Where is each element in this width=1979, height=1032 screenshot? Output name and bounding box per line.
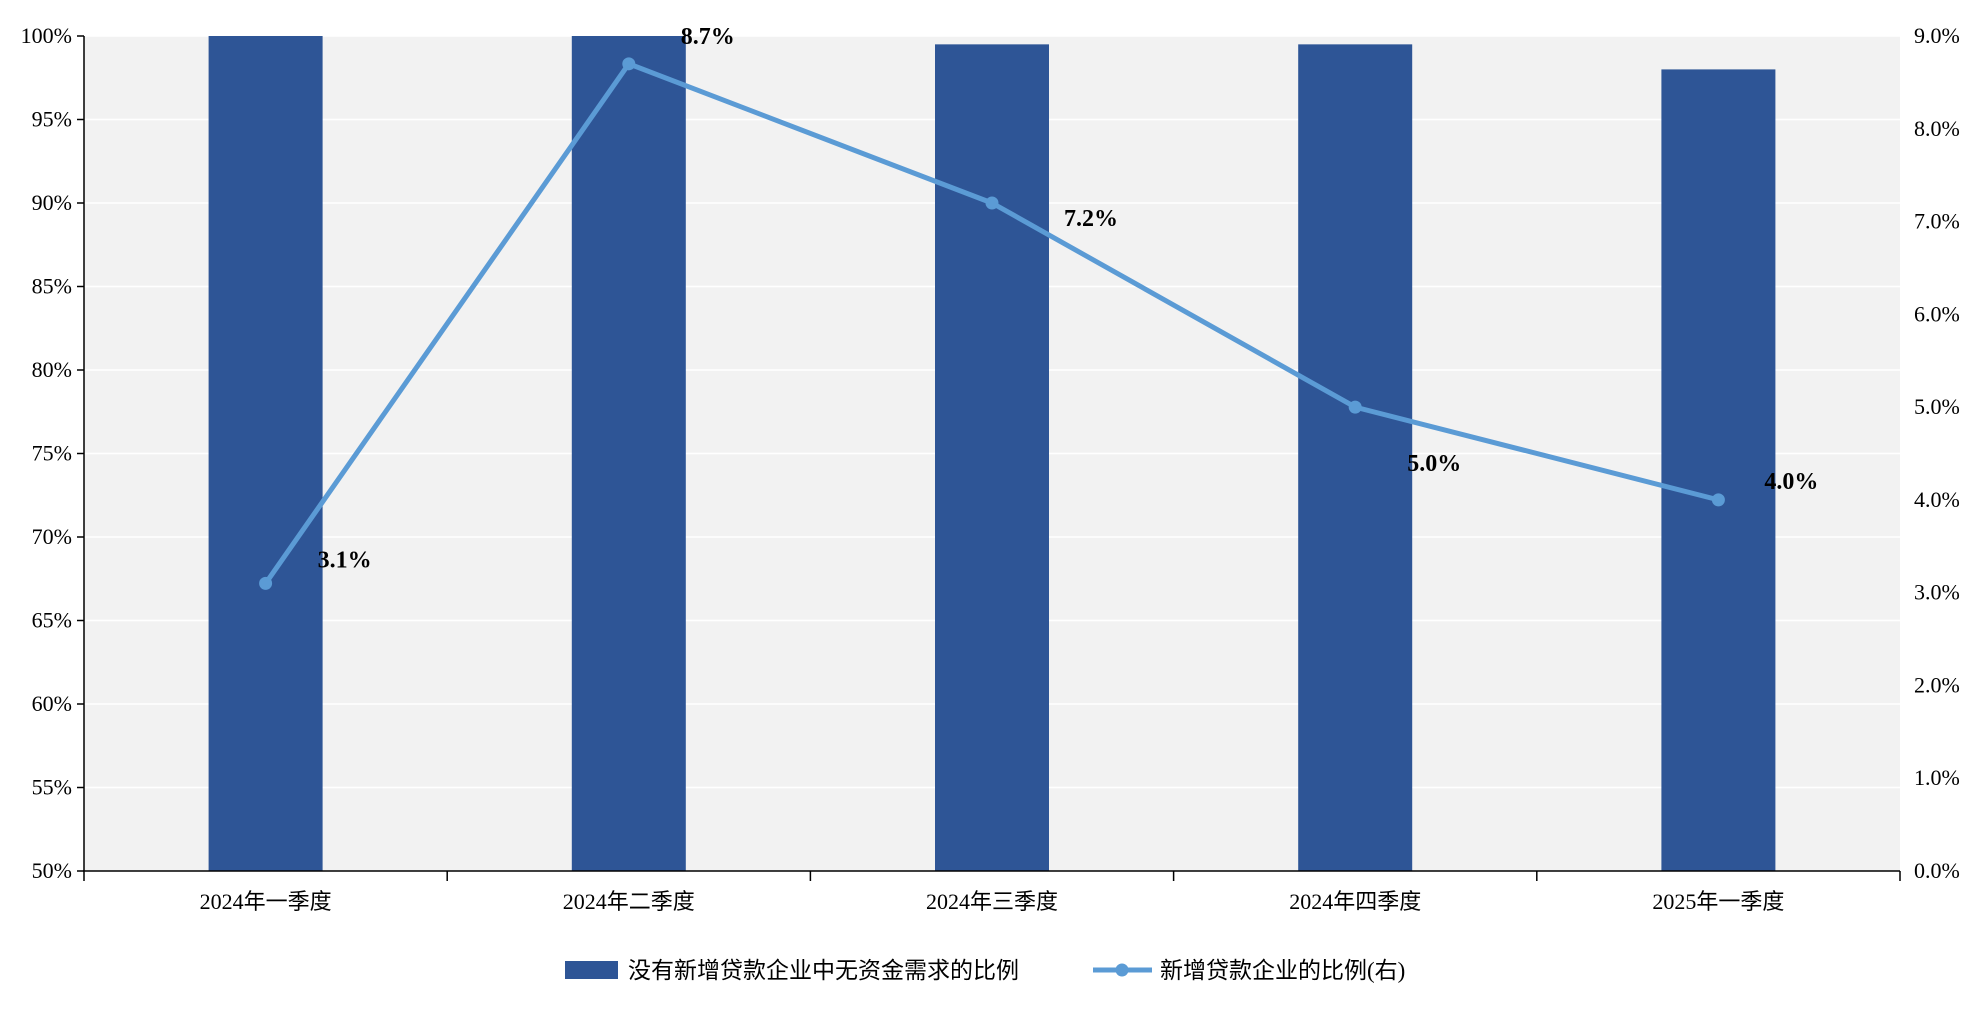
y-left-tick-label: 75% bbox=[32, 441, 72, 466]
line-data-label: 7.2% bbox=[1064, 206, 1118, 232]
x-tick-label: 2025年一季度 bbox=[1652, 889, 1784, 914]
y-right-tick-label: 9.0% bbox=[1914, 23, 1960, 48]
bar-series bbox=[208, 36, 1776, 872]
y-right-tick-label: 1.0% bbox=[1914, 765, 1960, 790]
y-right-tick-label: 3.0% bbox=[1914, 580, 1960, 605]
data-labels: 3.1% 8.7% 7.2% 5.0% 4.0% bbox=[318, 24, 1819, 574]
line-point bbox=[1711, 493, 1725, 507]
line-point bbox=[622, 57, 636, 71]
line-point bbox=[985, 196, 999, 210]
legend-line-label: 新增贷款企业的比例(右) bbox=[1160, 958, 1405, 983]
bar bbox=[208, 36, 323, 871]
line-data-label: 5.0% bbox=[1407, 451, 1461, 477]
y-right-tick-label: 6.0% bbox=[1914, 301, 1960, 326]
y-right-tick-label: 7.0% bbox=[1914, 209, 1960, 234]
y-left-tick-label: 80% bbox=[32, 357, 72, 382]
y-left-tick-label: 90% bbox=[32, 190, 72, 215]
x-tick-label: 2024年二季度 bbox=[563, 889, 695, 914]
y-right-tick-label: 0.0% bbox=[1914, 858, 1960, 883]
line-series bbox=[259, 57, 1725, 590]
bar bbox=[935, 44, 1049, 872]
y-left-tick-label: 60% bbox=[32, 691, 72, 716]
y-left-tick-label: 95% bbox=[32, 107, 72, 132]
line-point bbox=[259, 576, 273, 590]
bar bbox=[1298, 44, 1413, 872]
line-data-label: 4.0% bbox=[1764, 469, 1818, 495]
x-tick-label: 2024年一季度 bbox=[200, 889, 332, 914]
y-left-tick-label: 85% bbox=[32, 274, 72, 299]
y-left-tick-label: 70% bbox=[32, 524, 72, 549]
y-right-tick-label: 8.0% bbox=[1914, 116, 1960, 141]
legend: 没有新增贷款企业中无资金需求的比例 新增贷款企业的比例(右) bbox=[565, 958, 1405, 983]
line-point bbox=[1348, 400, 1362, 414]
line-data-label: 8.7% bbox=[681, 24, 735, 50]
axes: 50% 55% 60% 65% 70% 75% 80% 85% 90% 95% 100% 0.0% 1.… bbox=[21, 23, 1960, 914]
x-tick-label: 2024年三季度 bbox=[926, 889, 1058, 914]
bar bbox=[571, 36, 686, 871]
line-data-label: 3.1% bbox=[318, 547, 372, 573]
y-left-tick-label: 100% bbox=[21, 23, 72, 48]
x-tick-label: 2024年四季度 bbox=[1289, 889, 1421, 914]
y-left-tick-label: 55% bbox=[32, 775, 72, 800]
legend-line-marker bbox=[1115, 963, 1129, 977]
legend-bar-swatch bbox=[565, 961, 618, 979]
bar bbox=[1661, 69, 1776, 871]
y-left-tick-label: 50% bbox=[32, 858, 72, 883]
y-right-tick-label: 5.0% bbox=[1914, 394, 1960, 419]
legend-bar-label: 没有新增贷款企业中无资金需求的比例 bbox=[628, 958, 1019, 983]
y-right-tick-label: 4.0% bbox=[1914, 487, 1960, 512]
y-left-tick-label: 65% bbox=[32, 608, 72, 633]
y-right-tick-label: 2.0% bbox=[1914, 672, 1960, 697]
